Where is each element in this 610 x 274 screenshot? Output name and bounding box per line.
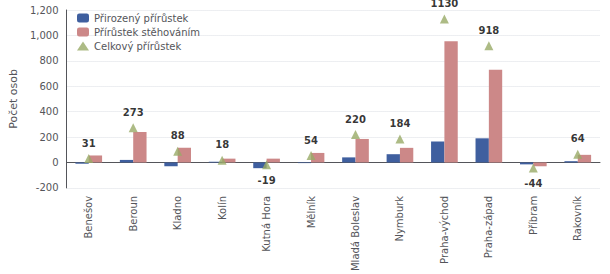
svg-text:88: 88 [171, 130, 185, 141]
svg-text:Rakovník: Rakovník [572, 196, 583, 241]
svg-text:Praha-východ: Praha-východ [439, 196, 450, 264]
svg-text:1,200: 1,200 [30, 5, 59, 16]
svg-text:Kutná Hora: Kutná Hora [261, 196, 272, 252]
svg-text:-19: -19 [258, 175, 276, 186]
svg-text:64: 64 [571, 133, 585, 144]
svg-text:600: 600 [39, 81, 58, 92]
svg-text:Příbram: Příbram [528, 196, 539, 235]
svg-text:918: 918 [478, 25, 499, 36]
svg-text:220: 220 [345, 114, 366, 125]
svg-text:1130: 1130 [430, 0, 458, 9]
svg-text:800: 800 [39, 55, 58, 66]
svg-text:Nymburk: Nymburk [394, 196, 405, 242]
svg-text:31: 31 [82, 138, 96, 149]
svg-text:Beroun: Beroun [128, 196, 139, 232]
svg-text:Přirozený přírůstek: Přirozený přírůstek [94, 13, 189, 24]
svg-text:54: 54 [304, 135, 318, 146]
svg-text:400: 400 [39, 106, 58, 117]
svg-text:-200: -200 [36, 182, 59, 193]
svg-text:184: 184 [390, 118, 411, 129]
svg-text:Kladno: Kladno [172, 196, 183, 230]
svg-text:Praha-západ: Praha-západ [483, 196, 494, 258]
svg-text:Kolín: Kolín [217, 196, 228, 220]
svg-text:Celkový přírůstek: Celkový přírůstek [94, 41, 181, 52]
svg-text:273: 273 [123, 107, 144, 118]
svg-text:0: 0 [52, 157, 58, 168]
svg-text:18: 18 [215, 139, 229, 150]
svg-text:Mělník: Mělník [306, 196, 317, 229]
svg-text:200: 200 [39, 132, 58, 143]
svg-text:Benešov: Benešov [83, 196, 94, 239]
svg-text:1,000: 1,000 [30, 30, 59, 41]
svg-text:Mladá Boleslav: Mladá Boleslav [350, 196, 361, 271]
svg-text:Přírůstek stěhováním: Přírůstek stěhováním [94, 27, 200, 38]
svg-text:Počet osob: Počet osob [7, 69, 20, 129]
svg-text:-44: -44 [524, 178, 542, 189]
